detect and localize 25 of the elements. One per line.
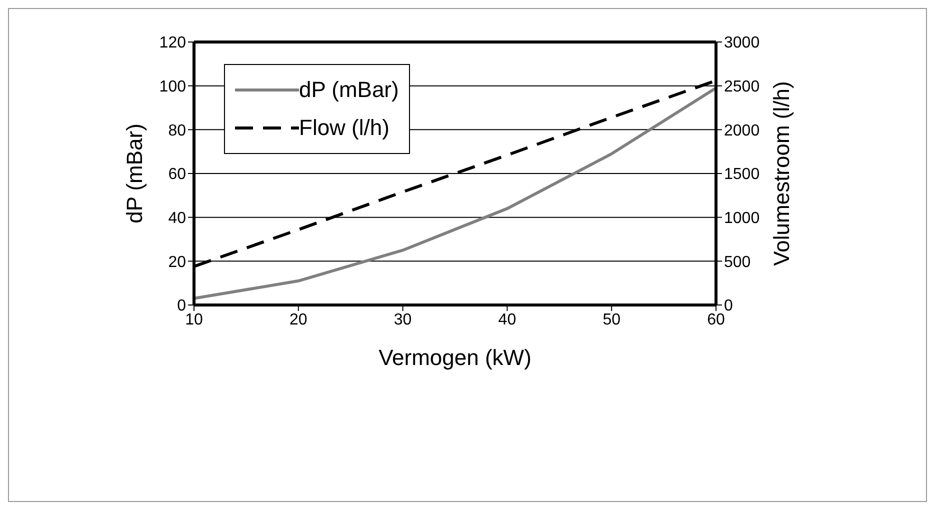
y2-tick-label: 500 — [724, 254, 751, 271]
x-tick-label: 30 — [394, 311, 412, 328]
y-tick-label: 60 — [168, 166, 186, 184]
x-tick-label: 60 — [707, 311, 725, 328]
x-tick-label: 20 — [290, 311, 308, 328]
y2-tick-label: 0 — [724, 298, 733, 315]
y-tick-label: 20 — [168, 254, 186, 271]
y-tick-label: 0 — [177, 298, 186, 315]
y2-axis-title: Volumestroom (l/h) — [768, 81, 794, 266]
legend-label: Flow (l/h) — [299, 115, 390, 141]
y-tick-label: 40 — [168, 210, 186, 228]
x-tick-label: 40 — [498, 311, 516, 328]
x-tick-label: 10 — [185, 311, 203, 328]
y2-tick-label: 3000 — [724, 34, 760, 52]
y-axis-title: dP (mBar) — [122, 124, 147, 224]
y2-tick-label: 1500 — [724, 166, 760, 184]
legend-label: dP (mBar) — [299, 77, 399, 103]
x-axis-title: Vermogen (kW) — [378, 345, 532, 370]
y2-tick-label: 2500 — [724, 78, 760, 96]
x-tick-label: 50 — [602, 311, 621, 328]
y-tick-label: 120 — [159, 34, 186, 52]
y-tick-label: 100 — [159, 78, 186, 96]
y2-tick-label: 2000 — [724, 122, 760, 140]
y-tick-label: 80 — [168, 122, 186, 140]
y2-tick-label: 1000 — [724, 210, 760, 228]
